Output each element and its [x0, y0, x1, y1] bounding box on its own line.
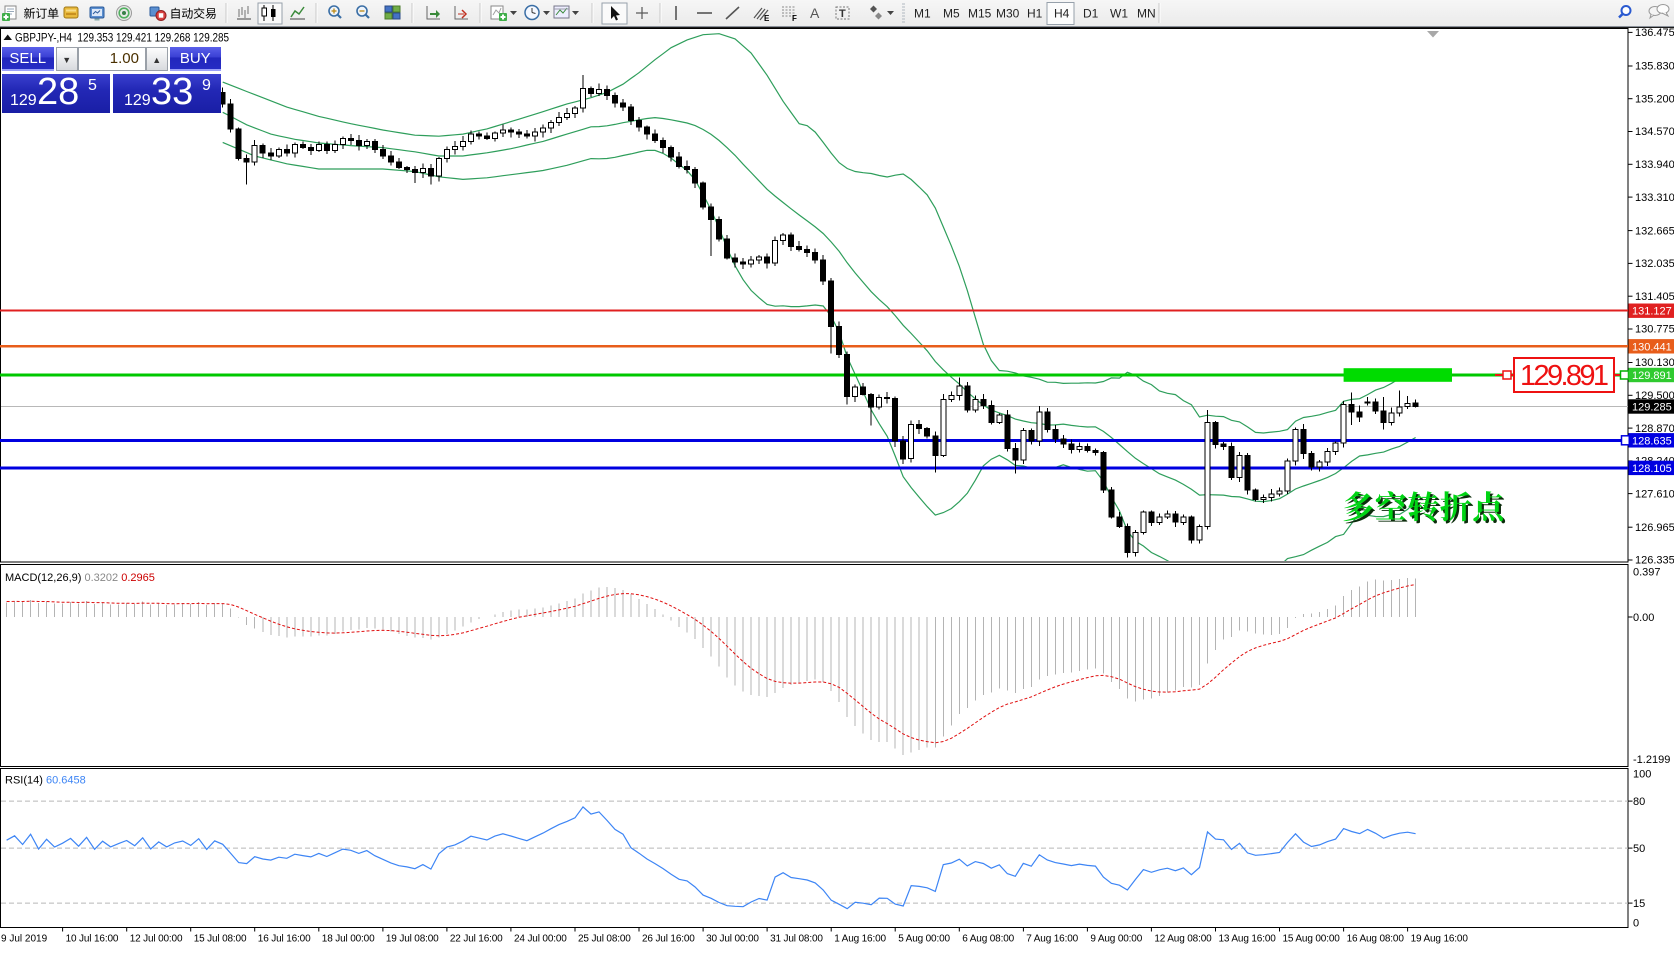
svg-text:16 Aug 08:00: 16 Aug 08:00: [1347, 934, 1405, 945]
svg-text:31 Jul 08:00: 31 Jul 08:00: [770, 934, 823, 945]
svg-text:9 Jul 2019: 9 Jul 2019: [1, 934, 48, 945]
svg-text:18 Jul 00:00: 18 Jul 00:00: [322, 934, 375, 945]
svg-text:19 Jul 08:00: 19 Jul 08:00: [386, 934, 439, 945]
svg-text:133.310: 133.310: [1635, 192, 1674, 204]
svg-text:H1: H1: [1027, 7, 1043, 21]
svg-text:136.475: 136.475: [1635, 28, 1674, 39]
svg-text:22 Jul 16:00: 22 Jul 16:00: [450, 934, 503, 945]
svg-text:MACD(12,26,9) 0.3202 0.2965: MACD(12,26,9) 0.3202 0.2965: [5, 572, 155, 584]
svg-text:129.891: 129.891: [1520, 360, 1609, 392]
svg-text:0.397: 0.397: [1633, 567, 1661, 579]
svg-text:E: E: [764, 14, 770, 23]
svg-text:RSI(14) 60.6458: RSI(14) 60.6458: [5, 775, 86, 787]
svg-text:15 Aug 00:00: 15 Aug 00:00: [1283, 934, 1341, 945]
svg-text:131.127: 131.127: [1632, 306, 1672, 318]
svg-text:135.830: 135.830: [1635, 61, 1674, 73]
svg-text:H4: H4: [1054, 7, 1070, 21]
svg-text:M30: M30: [996, 7, 1020, 21]
svg-text:10 Jul 16:00: 10 Jul 16:00: [66, 934, 119, 945]
svg-text:50: 50: [1633, 843, 1645, 855]
svg-text:24 Jul 00:00: 24 Jul 00:00: [514, 934, 567, 945]
svg-text:T: T: [839, 8, 846, 20]
svg-text:F: F: [792, 14, 797, 23]
svg-text:-1.2199: -1.2199: [1633, 754, 1670, 766]
svg-text:130.441: 130.441: [1632, 341, 1672, 353]
svg-text:135.200: 135.200: [1635, 93, 1674, 105]
svg-text:1 Aug 16:00: 1 Aug 16:00: [834, 934, 886, 945]
svg-text:A: A: [810, 5, 820, 21]
svg-text:9 Aug 00:00: 9 Aug 00:00: [1090, 934, 1142, 945]
svg-text:5 Aug 00:00: 5 Aug 00:00: [898, 934, 950, 945]
svg-text:6 Aug 08:00: 6 Aug 08:00: [962, 934, 1014, 945]
svg-text:26 Jul 16:00: 26 Jul 16:00: [642, 934, 695, 945]
svg-text:M5: M5: [943, 7, 960, 21]
svg-text:134.570: 134.570: [1635, 126, 1674, 138]
svg-text:132.035: 132.035: [1635, 258, 1674, 270]
svg-text:12 Jul 00:00: 12 Jul 00:00: [130, 934, 183, 945]
svg-text:128.635: 128.635: [1632, 435, 1672, 447]
svg-text:126.965: 126.965: [1635, 522, 1674, 534]
svg-text:80: 80: [1633, 796, 1645, 808]
svg-text:130.775: 130.775: [1635, 324, 1674, 336]
svg-text:0: 0: [1633, 918, 1639, 930]
svg-text:30 Jul 00:00: 30 Jul 00:00: [706, 934, 759, 945]
svg-text:0.00: 0.00: [1633, 612, 1654, 624]
svg-text:131.405: 131.405: [1635, 291, 1674, 303]
svg-text:130.130: 130.130: [1635, 357, 1674, 369]
svg-text:128.105: 128.105: [1632, 463, 1672, 475]
svg-text:GBPJPY-,H4 129.353 129.421 12: GBPJPY-,H4 129.353 129.421 129.268 129.2…: [15, 33, 229, 45]
svg-text:MN: MN: [1137, 7, 1156, 21]
svg-text:D1: D1: [1083, 7, 1099, 21]
svg-text:M1: M1: [914, 7, 931, 21]
svg-text:15: 15: [1633, 898, 1645, 910]
svg-text:126.335: 126.335: [1635, 555, 1674, 567]
svg-text:129.285: 129.285: [1632, 402, 1672, 414]
svg-text:132.665: 132.665: [1635, 225, 1674, 237]
svg-text:25 Jul 08:00: 25 Jul 08:00: [578, 934, 631, 945]
svg-text:129.891: 129.891: [1632, 370, 1672, 382]
svg-text:19 Aug 16:00: 19 Aug 16:00: [1411, 934, 1469, 945]
svg-text:W1: W1: [1110, 7, 1128, 21]
svg-text:7 Aug 16:00: 7 Aug 16:00: [1026, 934, 1078, 945]
svg-text:13 Aug 16:00: 13 Aug 16:00: [1219, 934, 1277, 945]
svg-text:M15: M15: [968, 7, 992, 21]
svg-text:12 Aug 08:00: 12 Aug 08:00: [1154, 934, 1212, 945]
svg-text:16 Jul 16:00: 16 Jul 16:00: [258, 934, 311, 945]
svg-text:127.610: 127.610: [1635, 488, 1674, 500]
svg-text:100: 100: [1633, 769, 1651, 781]
svg-text:133.940: 133.940: [1635, 159, 1674, 171]
svg-text:128.870: 128.870: [1635, 423, 1674, 435]
svg-text:15 Jul 08:00: 15 Jul 08:00: [194, 934, 247, 945]
